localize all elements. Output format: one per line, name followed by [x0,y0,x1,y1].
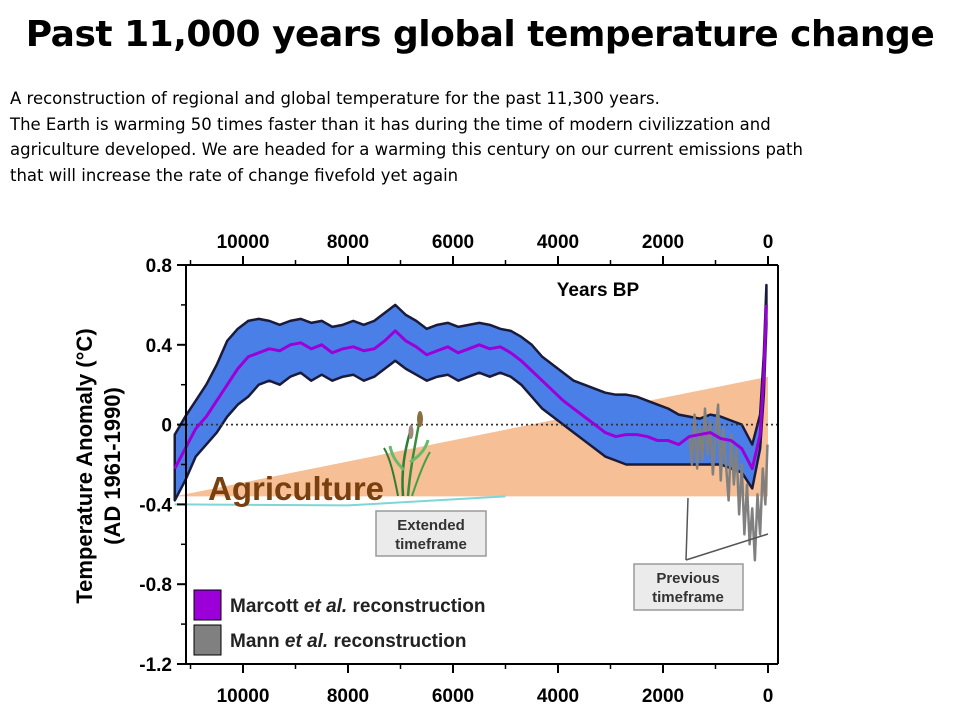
legend: Marcott et al. reconstruction Mann et al… [193,589,486,656]
y-axis-title: Temperature Anomaly (°C) [72,328,97,603]
legend-label-part: et al. [285,631,328,652]
legend-label-mann: Mann et al. reconstruction [230,631,467,652]
body-line: The Earth is warming 50 times faster tha… [10,114,771,134]
wheat-icon [383,411,431,497]
slide-title: Past 11,000 years global temperature cha… [25,14,935,55]
x-tick-label-bottom: 8000 [327,686,369,707]
previous-timeframe-label-line2: timeframe [652,589,724,606]
previous-timeframe-box [633,563,744,611]
slide-body-text: A reconstruction of regional and global … [10,86,955,188]
legend-label-part: et al. [304,596,347,617]
legend-label-part: Marcott [230,596,304,617]
y-axis-subtitle: (AD 1961-1990) [100,387,125,545]
legend-label-marcott: Marcott et al. reconstruction [230,596,486,617]
extended-timeframe-line [174,495,506,507]
y-tick-label: 0.4 [146,336,173,357]
y-tick-label: 0 [161,416,172,437]
series-line-layer [173,304,778,562]
previous-timeframe-label-line1: Previous [656,570,719,587]
y-tick-label: 0.8 [146,256,172,277]
x-tick-label-top: 8000 [327,232,369,253]
agriculture-label: Agriculture [208,470,384,507]
previous-timeframe-pointer [685,497,689,561]
axis-ticks: 0.8 0.4 0 -0.4 -0.8 -1.2 10000 10000 8000 8000 600… [139,232,773,707]
mann-series-line [688,403,769,562]
previous-timeframe-pointer [685,533,769,561]
x-tick-label-bottom: 6000 [432,686,474,707]
x-tick-label-top: 0 [763,232,774,253]
legend-label-part: Mann [230,631,285,652]
y-tick-label: -0.4 [139,495,172,516]
annotations: Agriculture Extended timeframe Previous … [208,411,769,611]
x-tick-label-top: 10000 [217,232,270,253]
x-tick-label-bottom: 2000 [642,686,684,707]
extended-timeframe-box [375,510,487,557]
y-tick-label: -0.8 [139,575,172,596]
body-line: agriculture developed. We are headed for… [10,140,803,159]
legend-label-part: reconstruction [347,596,485,617]
years-bp-label: Years BP [557,280,640,301]
legend-swatch-mann [193,624,222,656]
extended-timeframe-label-line2: timeframe [395,536,467,553]
body-line: that will increase the rate of change fi… [10,165,459,185]
x-tick-label-top: 4000 [537,232,579,253]
legend-label-part: reconstruction [328,631,466,652]
x-tick-label-bottom: 0 [763,686,774,707]
marcott-series-line [173,304,768,470]
x-tick-label-bottom: 4000 [537,686,579,707]
x-tick-label-top: 2000 [642,232,684,253]
x-tick-label-bottom: 10000 [217,686,270,707]
y-tick-label: -1.2 [139,655,172,676]
extended-timeframe-label-line1: Extended [397,517,465,534]
legend-swatch-marcott [193,589,222,621]
x-tick-label-top: 6000 [432,232,474,253]
body-line: A reconstruction of regional and global … [10,89,660,108]
